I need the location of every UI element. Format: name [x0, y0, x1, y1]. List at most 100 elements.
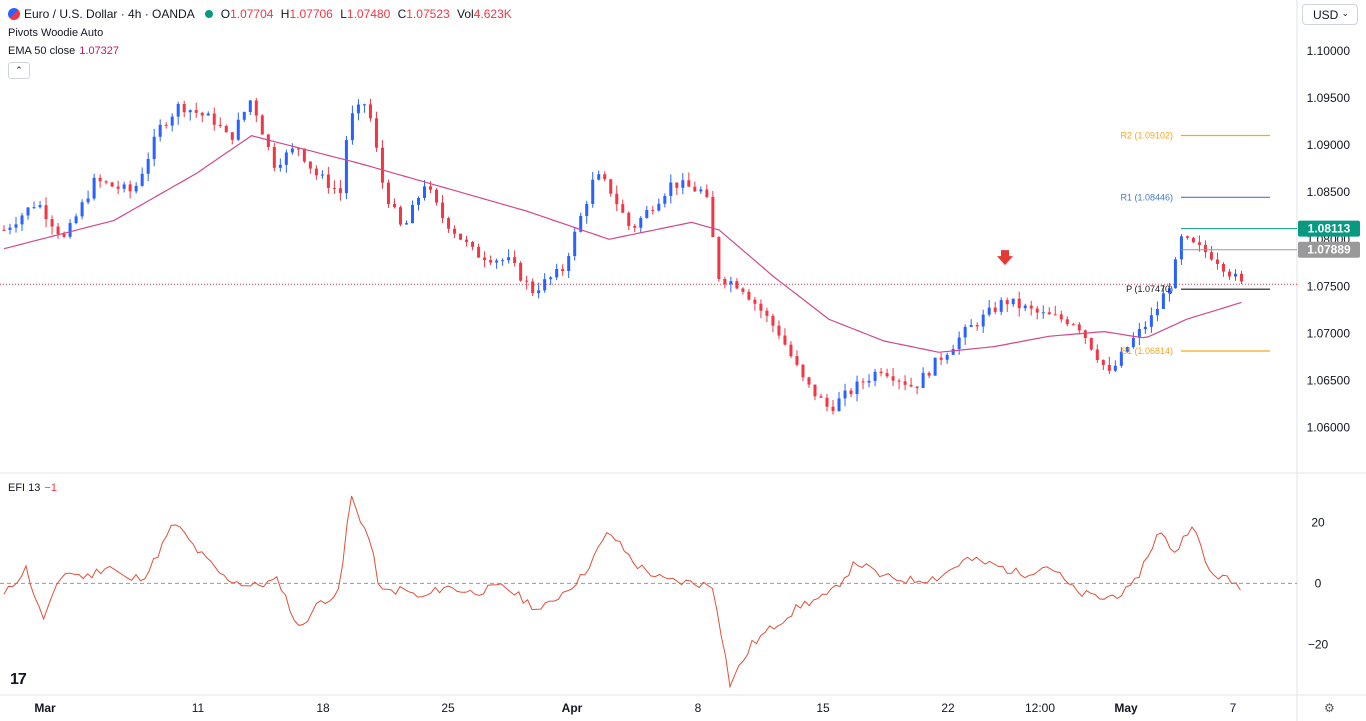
candle-body — [675, 182, 679, 188]
candle-body — [20, 215, 24, 225]
candle-body — [1101, 360, 1105, 365]
tradingview-logo-icon[interactable]: 17 — [10, 671, 27, 688]
candle-body — [1209, 252, 1213, 260]
candle-body — [200, 112, 204, 116]
currency-label: USD — [1313, 8, 1339, 22]
candle-body — [879, 371, 883, 374]
candle-body — [621, 204, 625, 213]
candle-body — [501, 260, 505, 262]
pivot-label: S1 (1.06814) — [1121, 346, 1173, 356]
price-tick-label: 1.10000 — [1307, 44, 1351, 58]
candle-body — [927, 372, 931, 376]
pivot-label: R1 (1.08446) — [1120, 192, 1173, 202]
candle-body — [164, 124, 168, 126]
candle-body — [356, 104, 360, 114]
candle-body — [1095, 349, 1099, 361]
efi-indicator[interactable]: EFI 13 −1 — [8, 482, 57, 494]
time-tick-label: Apr — [562, 701, 583, 715]
efi-tick-label: −20 — [1308, 637, 1329, 651]
candle-body — [753, 299, 757, 304]
settings-gear-icon[interactable]: ⚙ — [1324, 701, 1335, 715]
candle-body — [1023, 305, 1027, 309]
candle-body — [765, 310, 769, 316]
candle-body — [182, 103, 186, 113]
candle-body — [1059, 314, 1063, 320]
candle-body — [218, 124, 222, 126]
symbol-title[interactable]: Euro / U.S. Dollar · 4h · OANDA — [24, 7, 195, 21]
candle-body — [194, 110, 198, 113]
down-arrow-icon — [997, 250, 1013, 266]
candle-body — [489, 260, 493, 263]
candle-body — [849, 390, 853, 395]
price-tick-label: 1.09000 — [1307, 138, 1351, 152]
candle-body — [68, 223, 72, 237]
efi-value: −1 — [44, 482, 57, 494]
time-tick-label: Mar — [34, 701, 56, 715]
candle-body — [615, 193, 619, 205]
candle-body — [170, 116, 174, 126]
candle-body — [423, 186, 427, 198]
candle-body — [705, 189, 709, 198]
candle-body — [1221, 263, 1225, 272]
candle-body — [1197, 242, 1201, 245]
candle-body — [549, 277, 553, 280]
candle-body — [801, 364, 805, 378]
candle-body — [441, 202, 445, 219]
time-tick-label: 7 — [1230, 701, 1237, 715]
market-status-icon — [204, 10, 213, 18]
pivots-indicator-label[interactable]: Pivots Woodie Auto — [8, 27, 104, 39]
candle-body — [1137, 328, 1141, 338]
candle-body — [176, 103, 180, 117]
candle-body — [1035, 308, 1039, 313]
ema-label: EMA 50 close — [8, 45, 76, 57]
candle-body — [1029, 305, 1033, 309]
candle-body — [86, 198, 90, 203]
candle-body — [128, 184, 132, 192]
candle-body — [338, 188, 342, 194]
ema-indicator[interactable]: EMA 50 close 1.07327 — [8, 45, 119, 57]
candle-body — [308, 161, 312, 169]
candle-body — [831, 406, 835, 412]
candle-body — [597, 174, 601, 180]
candle-body — [284, 152, 288, 165]
candle-body — [362, 104, 366, 106]
efi-line — [3, 495, 1241, 689]
candle-body — [993, 307, 997, 312]
open-value: 1.07704 — [230, 7, 274, 21]
candle-body — [585, 203, 589, 216]
candle-body — [561, 268, 565, 271]
candle-body — [236, 119, 240, 140]
close-value: 1.07523 — [406, 7, 450, 21]
low-label: L — [340, 7, 347, 21]
candle-body — [1113, 365, 1117, 371]
high-value: 1.07706 — [289, 7, 333, 21]
candle-body — [242, 111, 246, 120]
high-label: H — [280, 7, 290, 21]
candle-body — [447, 218, 451, 229]
candle-body — [116, 186, 120, 189]
candle-body — [1119, 351, 1123, 366]
candle-body — [1131, 337, 1135, 348]
collapse-indicators-button[interactable]: ⌃ — [8, 62, 30, 79]
candle-body — [873, 371, 877, 381]
candle-body — [332, 187, 336, 189]
time-tick-label: May — [1114, 701, 1138, 715]
candle-body — [825, 397, 829, 407]
candle-body — [32, 207, 36, 209]
candle-body — [44, 205, 48, 220]
currency-button[interactable]: USD ⌄ — [1302, 4, 1358, 25]
candle-body — [224, 125, 228, 133]
candle-body — [741, 288, 745, 292]
candle-body — [687, 180, 691, 187]
candle-body — [404, 223, 408, 225]
candle-body — [693, 186, 697, 192]
candle-body — [350, 113, 354, 141]
candle-body — [278, 164, 282, 168]
candle-body — [609, 179, 613, 194]
candle-body — [110, 182, 114, 187]
candle-body — [453, 228, 457, 234]
candle-body — [158, 124, 162, 137]
candle-body — [1173, 259, 1177, 289]
candle-body — [74, 216, 78, 224]
